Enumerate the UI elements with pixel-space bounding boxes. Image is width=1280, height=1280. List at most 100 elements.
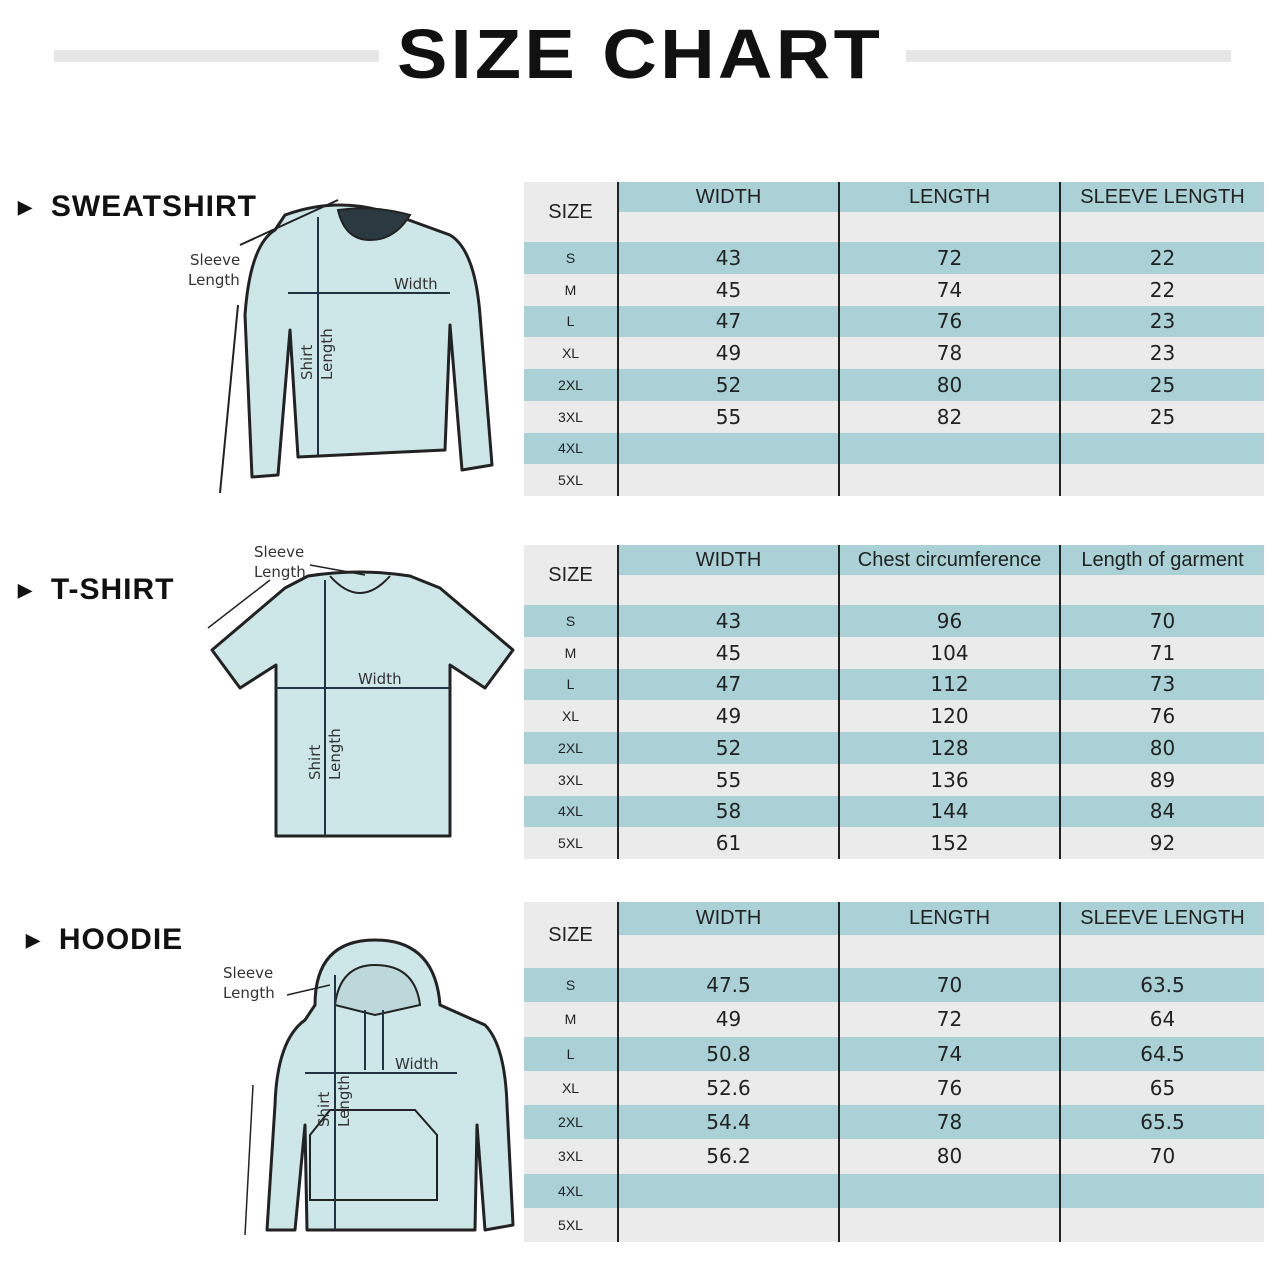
measurement-cell: [1059, 1173, 1264, 1208]
sweatshirt-size-table: SIZE WIDTH LENGTH SLEEVE LENGTH S 43 72 22 M 45 74…: [524, 182, 1264, 496]
measurement-cell: 47.5: [617, 968, 838, 1003]
measurement-cell: 70: [838, 968, 1059, 1003]
size-cell: 3XL: [558, 1148, 583, 1165]
measurement-cell: 112: [838, 668, 1059, 701]
column-header: SLEEVE LENGTH: [1059, 182, 1264, 242]
size-cell: XL: [561, 708, 580, 725]
measurement-cell: 56.2: [617, 1139, 838, 1174]
measurement-cell: 22: [1059, 242, 1264, 274]
size-cell: M: [564, 644, 577, 661]
measurement-cell: 65.5: [1059, 1105, 1264, 1140]
measurement-cell: 71: [1059, 636, 1264, 669]
sleeve-length-label: Sleeve: [223, 964, 273, 982]
measurement-cell: [1059, 464, 1264, 496]
measurement-cell: 76: [1059, 700, 1264, 732]
measurement-cell: [617, 1207, 838, 1242]
size-cell: 2XL: [558, 376, 583, 393]
column-header-label: SLEEVE LENGTH: [1061, 182, 1264, 212]
measurement-cell: 50.8: [617, 1036, 838, 1071]
measurement-cell: 61: [617, 827, 838, 859]
section-name: T-SHIRT: [50, 573, 175, 606]
shirt-length-label-2: Length: [326, 728, 344, 780]
measurement-cell: 47: [617, 668, 838, 701]
measurement-cell: 120: [838, 700, 1059, 732]
size-cell: 2XL: [558, 1114, 583, 1131]
column-header-label: LENGTH: [840, 182, 1059, 212]
column-header: SLEEVE LENGTH: [1059, 902, 1264, 968]
size-cell: L: [566, 1045, 575, 1062]
measurement-cell: 82: [838, 400, 1059, 433]
measurement-cell: 152: [838, 827, 1059, 859]
measurement-cell: 70: [1059, 1139, 1264, 1174]
column-header: SIZE: [524, 545, 617, 605]
measurement-cell: 49: [617, 337, 838, 369]
measurement-cell: 52.6: [617, 1070, 838, 1105]
measurement-cell: 22: [1059, 273, 1264, 306]
measurement-cell: [1059, 432, 1264, 465]
size-cell: 4XL: [558, 803, 583, 820]
table-row: M 45 74 22: [524, 273, 1264, 306]
column-header: SIZE: [524, 902, 617, 968]
table-row: S 43 72 22: [524, 242, 1264, 274]
size-cell: L: [566, 313, 575, 330]
arrow-icon: ▶: [18, 579, 33, 600]
tshirt-size-table: SIZE WIDTH Chest circumference Length of ga…: [524, 545, 1264, 859]
measurement-cell: 72: [838, 1002, 1059, 1037]
table-row: 5XL 61 152 92: [524, 827, 1264, 859]
size-cell: 5XL: [558, 835, 583, 852]
sleeve-length-label: Sleeve: [254, 543, 304, 561]
table-row: L 50.8 74 64.5: [524, 1036, 1264, 1071]
measurement-cell: [838, 1173, 1059, 1208]
size-cell: M: [564, 281, 577, 298]
column-header-label: Chest circumference: [840, 545, 1059, 575]
arrow-icon: ▶: [26, 929, 41, 950]
measurement-cell: 72: [838, 242, 1059, 274]
measurement-cell: 63.5: [1059, 968, 1264, 1003]
measurement-cell: [617, 464, 838, 496]
column-header-label: Length of garment: [1061, 545, 1264, 575]
measurement-cell: 23: [1059, 305, 1264, 338]
table-row: XL 49 78 23: [524, 337, 1264, 369]
header-spacer: [619, 935, 838, 968]
measurement-cell: 144: [838, 795, 1059, 828]
measurement-cell: [838, 464, 1059, 496]
header-spacer: [1061, 575, 1264, 605]
title-rule-left: [54, 50, 379, 62]
measurement-cell: 45: [617, 273, 838, 306]
measurement-cell: 76: [838, 1070, 1059, 1105]
table-row: M 45 104 71: [524, 636, 1264, 669]
section-name: HOODIE: [58, 923, 184, 956]
measurement-cell: [617, 432, 838, 465]
size-cell: M: [564, 1011, 577, 1028]
size-cell: 5XL: [558, 1216, 583, 1233]
table-row: L 47 112 73: [524, 668, 1264, 701]
table-row: 5XL: [524, 1207, 1264, 1242]
size-cell: 2XL: [558, 739, 583, 756]
measurement-cell: 43: [617, 242, 838, 274]
measurement-cell: 74: [838, 1036, 1059, 1071]
header-spacer: [619, 212, 838, 242]
size-cell: S: [565, 249, 576, 266]
shirt-length-label: Shirt: [298, 345, 316, 380]
measurement-cell: 49: [617, 700, 838, 732]
section-label-hoodie: ▶ HOODIE: [26, 923, 183, 957]
measurement-cell: [1059, 1207, 1264, 1242]
measurement-cell: 78: [838, 1105, 1059, 1140]
width-label: Width: [394, 275, 438, 293]
shirt-length-label: Shirt: [306, 745, 324, 780]
measurement-cell: 55: [617, 400, 838, 433]
measurement-cell: 55: [617, 763, 838, 796]
table-row: 5XL: [524, 464, 1264, 496]
table-header-row: SIZE WIDTH LENGTH SLEEVE LENGTH: [524, 182, 1264, 242]
measurement-cell: 70: [1059, 605, 1264, 637]
table-row: 3XL 56.2 80 70: [524, 1139, 1264, 1174]
shirt-length-label-2: Length: [335, 1075, 353, 1127]
size-cell: XL: [561, 1079, 580, 1096]
column-header: SIZE: [524, 182, 617, 242]
arrow-icon: ▶: [18, 196, 33, 217]
sleeve-length-label-2: Length: [188, 271, 240, 289]
measurement-cell: 52: [617, 369, 838, 401]
table-header-row: SIZE WIDTH LENGTH SLEEVE LENGTH: [524, 902, 1264, 968]
column-header-label: LENGTH: [840, 902, 1059, 935]
table-row: 2XL 52 128 80: [524, 732, 1264, 764]
